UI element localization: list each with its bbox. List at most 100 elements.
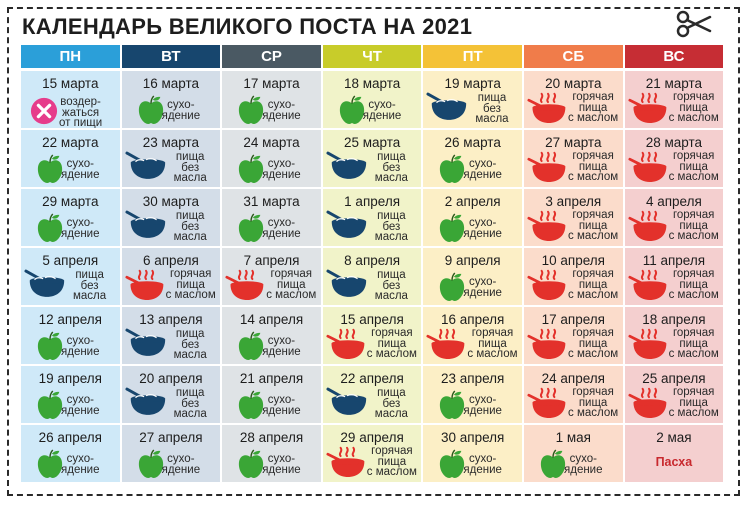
meal-type-label-line: масла xyxy=(374,172,408,184)
meal-type-label-line: горячая xyxy=(672,91,715,103)
meal-type-label-line: пища xyxy=(578,337,608,350)
meal-type-label-line: пища xyxy=(377,210,406,222)
meal-type-label-line: с маслом xyxy=(568,112,619,124)
calendar-day-cell: 23 апреля сухо-ядение xyxy=(423,366,522,423)
cell-date: 19 марта xyxy=(444,76,501,91)
apple-icon xyxy=(36,390,64,423)
calendar-day-cell: 13 апреля пища без масла xyxy=(121,307,221,364)
meal-type-label-line: пища xyxy=(679,219,708,232)
apple-icon xyxy=(137,95,165,128)
calendar-day-cell: 30 апреля сухо-ядение xyxy=(423,425,522,482)
cell-date: 24 апреля xyxy=(541,371,605,386)
meal-type-label-line: пища xyxy=(477,92,507,104)
meal-type-label-line: ядение xyxy=(61,345,100,358)
cell-date: 3 апреля xyxy=(545,194,602,209)
meal-type-label-line: сухо- xyxy=(167,453,195,465)
meal-type-label-line: без xyxy=(80,279,99,292)
meal-type-label-line: сухо- xyxy=(468,276,497,288)
meal-type-label: сухо-ядение xyxy=(262,395,301,416)
day-header-5: СБ xyxy=(524,45,623,68)
bowl-icon xyxy=(426,92,470,126)
meal-type-label-line: пища xyxy=(377,337,407,350)
cell-date: 4 апреля xyxy=(645,194,702,209)
day-header-4: ПТ xyxy=(423,45,522,68)
meal-type-label-line: с маслом xyxy=(366,348,417,360)
cell-date: 6 апреля xyxy=(142,253,199,268)
hot-bowl-icon xyxy=(628,268,670,305)
meal-type-label-line: с маслом xyxy=(668,407,719,419)
cell-date: 7 апреля xyxy=(243,253,300,268)
bowl-icon xyxy=(326,210,370,244)
meal-type-label-line: сухо- xyxy=(66,335,94,347)
meal-type-label-line: с маслом xyxy=(668,289,719,301)
cut-out-dashed-border xyxy=(7,7,740,496)
meal-type-label-line: пища xyxy=(377,455,407,468)
meal-type-label: пища без масла xyxy=(375,388,408,420)
meal-type-label-line: масла xyxy=(374,290,408,302)
hot-bowl-icon xyxy=(527,209,569,246)
apple-icon xyxy=(137,449,165,482)
calendar-day-cell: 1 мая сухо-ядение xyxy=(524,425,623,482)
hot-bowl-icon xyxy=(527,327,569,364)
apple-icon xyxy=(36,154,64,187)
cell-date: 23 апреля xyxy=(441,371,505,386)
calendar-day-cell: 8 апреля пища без масла xyxy=(322,248,422,305)
meal-type-label-line: пища xyxy=(578,396,608,409)
meal-type-label-line: с маслом xyxy=(568,171,619,183)
meal-type-label-line: с маслом xyxy=(165,289,216,301)
meal-type-label-line: пища xyxy=(176,278,205,291)
apple-icon xyxy=(237,331,265,364)
meal-type-label: пища без масла xyxy=(174,211,207,243)
calendar-day-cell: 23 марта пища без масла xyxy=(121,130,221,187)
apple-icon xyxy=(237,390,265,423)
hot-bowl-icon xyxy=(125,268,167,305)
meal-type-label-line: ядение xyxy=(61,227,100,240)
meal-type-label-line: горячая xyxy=(672,268,715,280)
day-header-3: ЧТ xyxy=(322,45,422,68)
apple-icon xyxy=(237,213,265,246)
calendar-day-cell: 4 апреля горячая пища с маслом xyxy=(624,189,724,246)
meal-type-label-line: пища xyxy=(377,269,406,281)
cell-date: 14 апреля xyxy=(239,312,304,327)
page-title: КАЛЕНДАРЬ ВЕЛИКОГО ПОСТА НА 2021 xyxy=(22,14,473,39)
meal-type-label-line: пища xyxy=(578,101,608,114)
bowl-icon xyxy=(125,151,169,185)
meal-type-label: пища без масла xyxy=(174,388,207,420)
hot-bowl-icon xyxy=(426,327,468,364)
calendar-day-cell: 27 марта горячая пища с маслом xyxy=(524,130,623,187)
meal-type-label-line: пища xyxy=(175,328,205,340)
apple-icon xyxy=(438,390,466,423)
meal-type-label-line: горячая xyxy=(572,91,614,103)
meal-type-label: сухо-ядение xyxy=(463,159,502,180)
meal-type-label-line: без xyxy=(181,397,200,410)
bowl-icon xyxy=(326,387,370,421)
apple-icon xyxy=(36,213,64,246)
meal-type-label-line: сухо- xyxy=(468,394,497,406)
apple-icon xyxy=(237,154,265,187)
meal-type-label: горячая пища с маслом xyxy=(568,92,618,124)
calendar-day-cell: 22 марта сухо-ядение xyxy=(21,130,120,187)
meal-type-label-line: горячая xyxy=(572,209,614,221)
meal-type-label-line: пища xyxy=(578,160,608,173)
meal-type-label-line: ядение xyxy=(463,404,502,417)
cell-date: 1 мая xyxy=(555,430,591,445)
cell-date: 25 апреля xyxy=(642,371,706,386)
meal-type-label-line: пища xyxy=(175,210,205,222)
cell-date: 5 апреля xyxy=(42,253,99,268)
meal-type-label-line: сухо- xyxy=(468,158,497,170)
calendar-day-cell: 19 марта пища без масла xyxy=(423,71,522,128)
meal-type-label-line: без xyxy=(382,397,401,410)
meal-type-label-line: горячая xyxy=(672,150,715,162)
cell-date: 28 апреля xyxy=(239,430,304,445)
calendar-day-cell: 11 апреля горячая пища с маслом xyxy=(624,248,724,305)
cell-date: 9 апреля xyxy=(444,253,501,268)
meal-type-label-line: масла xyxy=(173,231,207,243)
meal-type-label: сухо-ядение xyxy=(463,218,502,239)
day-header-2: СР xyxy=(222,45,321,68)
hot-bowl-icon xyxy=(527,150,569,187)
calendar-day-cell: 25 марта пища без масла xyxy=(322,130,422,187)
cell-date: 19 апреля xyxy=(38,371,102,386)
calendar-day-cell: 5 апреля пища без масла xyxy=(21,248,120,305)
hot-bowl-icon xyxy=(326,327,368,364)
calendar-day-cell: 20 апреля пища без масла xyxy=(121,366,221,423)
